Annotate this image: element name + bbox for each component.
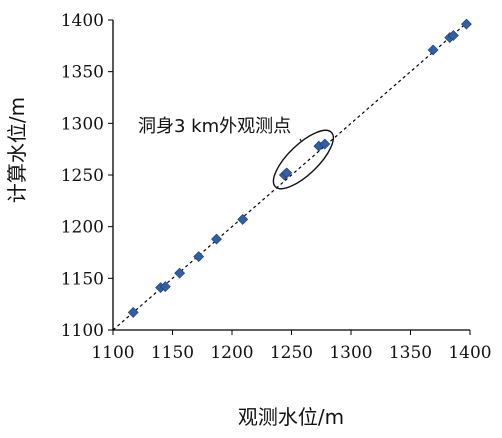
annotation-leader-line [299,138,302,142]
data-point [461,18,472,30]
reference-line [112,19,471,331]
x-tick-label: 1400 [448,343,491,363]
x-tick-label: 1250 [270,343,313,363]
annotation-label: 洞身3 km外观测点 [138,116,291,137]
data-point [174,267,186,279]
data-point [127,307,139,318]
x-tick-label: 1200 [210,343,253,363]
data-point [237,214,249,225]
x-tick-label: 1300 [329,343,372,363]
y-tick-label: 1350 [61,63,104,83]
x-tick-label: 1100 [91,343,134,363]
y-axis-title: 计算水位/m [5,97,29,203]
annotation-layer: 洞身3 km外观测点 [138,116,335,190]
y-tick-label: 1400 [61,11,104,31]
data-points [127,18,472,318]
data-point [447,30,459,41]
y-tick-label: 1100 [61,321,104,341]
data-point [281,167,293,179]
data-point [211,233,222,245]
y-tick-label: 1200 [61,218,104,238]
reference-line-layer [112,19,471,331]
y-tick-label: 1300 [61,114,104,134]
annotation-ellipse [272,129,335,190]
data-point [427,44,439,56]
x-tick-label: 1150 [151,343,194,363]
y-tick-label: 1150 [61,269,104,289]
x-tick-label: 1350 [389,343,432,363]
data-point [319,138,331,150]
axes: 1100 1150 1200 1250 1300 1350 1400 1100 1150 1200… [61,11,492,363]
data-point [193,251,205,263]
data-point [159,281,171,293]
y-tick-label: 1250 [61,166,104,186]
x-axis-title: 观测水位/m [238,405,344,429]
